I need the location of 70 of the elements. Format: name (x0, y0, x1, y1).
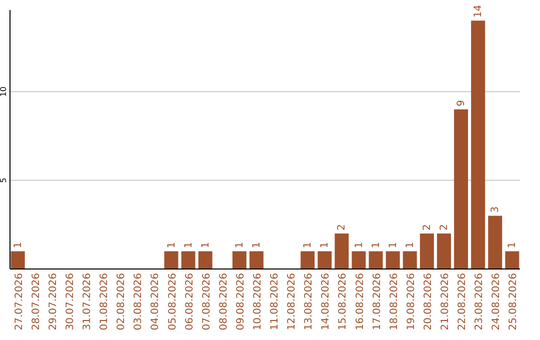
x-tick-label: 03.08.2026 (133, 273, 144, 330)
bar (488, 216, 502, 269)
y-tick-label: 10 (0, 86, 8, 97)
x-tick-label: 25.08.2026 (508, 273, 520, 330)
bar (318, 251, 332, 269)
data-label: 1 (200, 242, 212, 248)
bar (198, 251, 212, 269)
data-label: 9 (456, 100, 468, 106)
data-label: 1 (251, 242, 262, 248)
x-tick-label: 16.08.2026 (354, 273, 366, 330)
bar (471, 20, 486, 269)
data-label: 1 (404, 242, 416, 248)
bar (181, 251, 196, 269)
x-tick-label: 13.08.2026 (304, 273, 315, 330)
data-label: 1 (166, 242, 178, 248)
data-label: 3 (490, 206, 502, 213)
x-tick-label: 12.08.2026 (286, 273, 298, 330)
x-tick-label: 14.08.2026 (320, 273, 332, 330)
x-tick-label: 06.08.2026 (184, 273, 196, 330)
data-label: 1 (234, 242, 246, 248)
data-label: 1 (388, 242, 399, 248)
x-tick-label: 07.08.2026 (201, 273, 212, 330)
x-tick-label: 23.08.2026 (474, 273, 486, 330)
x-tick-label: 28.07.2026 (30, 273, 42, 330)
x-tick-label: 08.08.2026 (218, 273, 230, 330)
bar (402, 251, 417, 269)
x-tick-label: 29.07.2026 (48, 273, 59, 330)
bar (300, 251, 315, 269)
data-label: 1 (12, 242, 24, 248)
data-label: 1 (507, 242, 518, 248)
x-tick-label: 31.07.2026 (82, 273, 94, 330)
bar (249, 251, 264, 269)
bar (386, 251, 400, 269)
bar (505, 251, 520, 269)
bar (232, 251, 246, 269)
bar (368, 251, 383, 269)
x-tick-label: 09.08.2026 (235, 273, 246, 330)
x-tick-label: 20.08.2026 (422, 273, 434, 330)
bar (352, 251, 366, 269)
data-label: 1 (354, 242, 365, 248)
x-tick-label: 19.08.2026 (406, 273, 417, 330)
bar (420, 234, 434, 269)
x-tick-label: 11.08.2026 (270, 273, 281, 330)
x-tick-label: 18.08.2026 (388, 273, 400, 330)
y-tick-label: 5 (0, 178, 8, 183)
x-tick-label: 30.07.2026 (64, 273, 76, 330)
bar (436, 234, 451, 269)
x-tick-label: 27.07.2026 (14, 273, 25, 330)
data-label: 14 (473, 4, 484, 18)
data-label: 1 (370, 242, 382, 248)
data-label: 2 (422, 224, 433, 231)
data-label: 1 (302, 242, 314, 248)
bar (10, 251, 25, 269)
x-tick-label: 22.08.2026 (457, 273, 468, 330)
x-tick-label: 17.08.2026 (372, 273, 383, 330)
data-label: 2 (336, 224, 348, 231)
x-tick-label: 04.08.2026 (150, 273, 162, 330)
x-tick-label: 24.08.2026 (491, 273, 502, 330)
data-label: 1 (320, 242, 331, 248)
x-tick-label: 01.08.2026 (99, 273, 110, 330)
x-tick-label: 05.08.2026 (167, 273, 178, 330)
bar (454, 109, 468, 269)
data-label: 2 (438, 224, 450, 231)
x-tick-label: 15.08.2026 (338, 273, 349, 330)
bar (164, 251, 178, 269)
data-label: 1 (183, 242, 194, 248)
x-tick-label: 02.08.2026 (116, 273, 128, 330)
x-tick-label: 10.08.2026 (252, 273, 264, 330)
x-tick-label: 21.08.2026 (440, 273, 451, 330)
bar (334, 234, 349, 269)
